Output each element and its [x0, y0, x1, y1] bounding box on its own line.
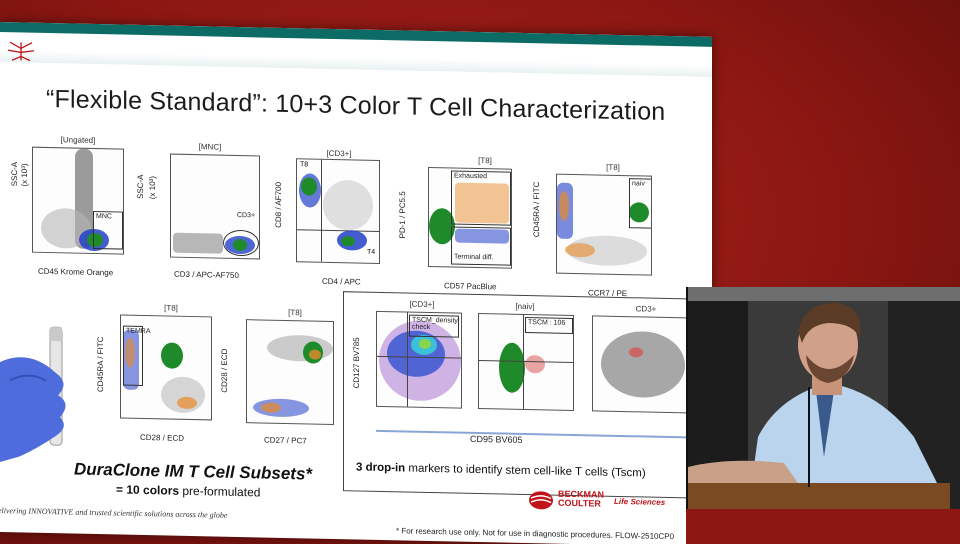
gate-cd3	[223, 229, 259, 257]
y-axis-unit: (x 10³)	[20, 163, 29, 187]
gate-label: [naiv]	[515, 301, 535, 312]
gate-terminal-diff: Terminal diff.	[451, 226, 511, 266]
y-axis-label: CD45RA / FITC	[96, 336, 105, 393]
x-axis-label: CD27 / PC7	[264, 435, 307, 446]
plot-t8-cd27: [T8] CD28 / ECD CD27 / PC7	[220, 307, 338, 459]
duraclone-subtitle: = 10 colors pre-formulated	[116, 482, 260, 499]
plot-ungated: [Ungated] SSC-A (x 10³) MNC CD45 Krome O…	[8, 134, 128, 287]
gate-naiv: naiv	[629, 178, 652, 229]
plot-t8-ccr7: [T8] CD45RA / FITC naiv CCR7 / PE	[530, 161, 656, 314]
gate-cd3-label: CD3+	[237, 211, 256, 220]
beckman-coulter-mark-icon	[529, 491, 553, 510]
slide-title: “Flexible Standard”: 10+3 Color T Cell C…	[46, 84, 666, 126]
plot-mnc: [MNC] SSC-A (x 10³) CD3+ CD3 / APC-AF750	[136, 141, 264, 294]
brand-division: Life Sciences	[614, 496, 666, 507]
tscm-x-axis-label: CD95 BV605	[470, 433, 523, 445]
y-axis-label: CD8 / AF700	[274, 181, 283, 228]
x-axis-label: CD4 / APC	[322, 276, 361, 287]
speaker-video-inset	[686, 287, 960, 509]
y-axis-label: CD127 BV785	[352, 337, 361, 389]
gate-label: [T8]	[288, 308, 302, 318]
quadrant-t4-label: T4	[367, 248, 376, 256]
duraclone-sub-bold: = 10 colors	[116, 482, 180, 498]
y-axis-label: SSC-A	[10, 161, 19, 187]
y-axis-label: SSC-A	[136, 174, 145, 200]
gate-label: [T8]	[478, 156, 492, 166]
gate-label: [Ungated]	[60, 135, 96, 145]
y-axis-label: PD-1 / PC5.5	[398, 191, 407, 239]
scatter-area: TSCM_density check	[376, 310, 462, 409]
x-axis-label: CD3 / APC-AF750	[174, 269, 239, 281]
plot-t8-pd1: [T8] PD-1 / PC5.5 Exhausted Terminal dif…	[396, 154, 514, 306]
y-axis-unit: (x 10³)	[148, 175, 157, 200]
gate-label: [T8]	[164, 303, 178, 313]
speaker-photo-icon	[688, 287, 960, 509]
scatter-area: T8 T4	[296, 158, 380, 264]
y-axis-label: CD45RA / FITC	[532, 181, 541, 238]
gate-label: [CD3+]	[409, 299, 435, 310]
plot-tscm-naiv: [naiv] TSCM : 106	[470, 301, 580, 433]
scatter-area	[592, 315, 692, 414]
scatter-area: CD3+	[170, 153, 260, 260]
scatter-area: naiv	[556, 173, 652, 276]
plot-tscm-density: [CD3+] CD127 BV785 TSCM_density check	[352, 298, 464, 430]
tscm-caption-bold: 3 drop-in	[356, 461, 406, 475]
plot-cd3: [CD3+] CD8 / AF700 T8 T4 CD4 / APC	[274, 148, 384, 300]
gate-mnc: MNC	[93, 210, 123, 250]
x-axis-label: CD28 / ECD	[140, 432, 185, 443]
presentation-slide: “Flexible Standard”: 10+3 Color T Cell C…	[0, 22, 712, 544]
slide-footnote: * For research use only. Not for use in …	[396, 526, 675, 542]
beckman-coulter-logo: BECKMAN COULTER Life Sciences	[528, 489, 678, 518]
gate-exhausted: Exhausted	[451, 170, 511, 226]
quadrant-t8-label: T8	[300, 161, 309, 169]
x-axis-label: CD45 Krome Orange	[38, 266, 114, 278]
duraclone-title: DuraClone IM T Cell Subsets*	[74, 459, 313, 484]
beckman-logo-icon	[7, 41, 35, 62]
plot-tscm-cd3: CD3+	[584, 303, 696, 435]
backdrop-strip	[686, 509, 960, 544]
scatter-area: MNC	[32, 146, 124, 255]
slide-tagline: elivering INNOVATIVE and trusted scienti…	[0, 505, 228, 520]
gate-label: [MNC]	[198, 142, 222, 152]
duraclone-sub-rest: pre-formulated	[179, 483, 261, 500]
glove-hand-tube-icon	[0, 326, 66, 462]
scatter-area: Exhausted Terminal diff.	[428, 166, 512, 269]
brand-line-2: COULTER	[558, 497, 601, 509]
plot-t8-temra: [T8] CD45RA / FITC TEMRA CD28 / ECD	[96, 302, 214, 454]
scatter-area: TEMRA	[120, 314, 212, 421]
x-axis-label: CD57 PacBlue	[444, 281, 497, 292]
slide-header-bar	[0, 22, 712, 77]
y-axis-label: CD28 / ECD	[220, 348, 229, 393]
gate-tscm-density: TSCM_density check	[409, 314, 459, 338]
gate-tscm-count: TSCM : 106	[525, 316, 573, 335]
scatter-area: TSCM : 106	[478, 313, 574, 412]
scatter-area	[246, 319, 334, 425]
gate-temra: TEMRA	[123, 325, 151, 386]
gate-label: [T8]	[606, 162, 620, 172]
